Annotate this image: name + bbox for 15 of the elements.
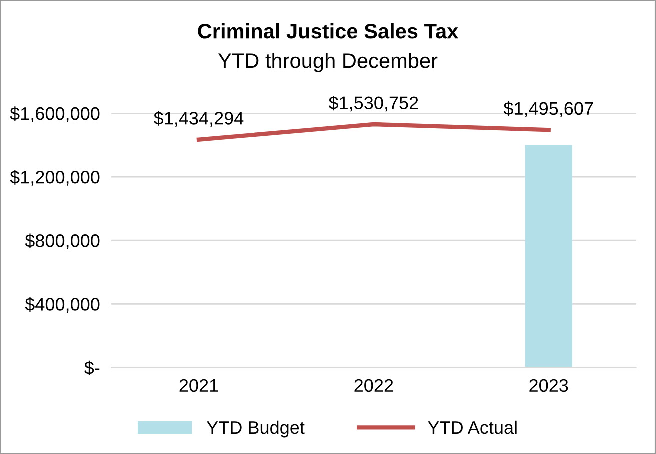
data-label: $1,530,752 — [328, 96, 418, 112]
chart-subtitle: YTD through December — [218, 53, 438, 72]
x-tick-label: 2022 — [354, 379, 394, 392]
y-tick-label: $1,600,000 — [10, 106, 100, 122]
legend-label: YTD Actual — [428, 420, 517, 434]
chart-title: Criminal Justice Sales Tax — [198, 23, 459, 39]
x-tick-label: 2023 — [530, 379, 568, 392]
data-label: $1,434,294 — [154, 111, 244, 127]
x-tick-label: 2021 — [180, 379, 218, 392]
y-tick-label: $400,000 — [25, 297, 100, 314]
y-tick-label: $- — [84, 360, 100, 376]
y-tick-label: $1,200,000 — [10, 170, 100, 186]
data-label: $1,495,607 — [504, 102, 594, 118]
legend-label: YTD Budget — [206, 420, 305, 438]
y-tick-label: $800,000 — [25, 234, 100, 250]
